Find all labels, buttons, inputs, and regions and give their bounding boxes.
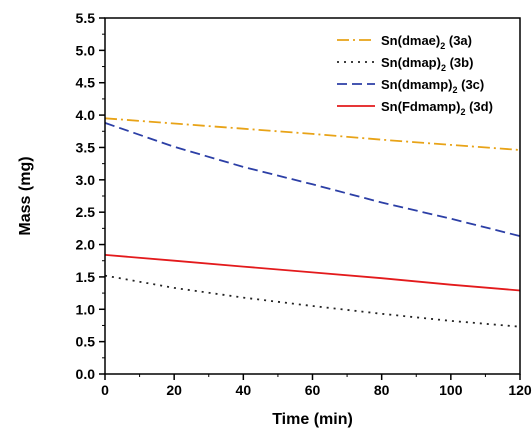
y-tick-label: 3.0 <box>76 172 96 188</box>
y-tick-label: 0.0 <box>76 366 96 382</box>
legend-label-1: Sn(dmae)2 (3a) <box>381 33 472 51</box>
legend-label-main: Sn(Fdmamp) <box>381 99 460 114</box>
y-tick-label: 3.5 <box>76 139 96 155</box>
legend-label-tail: (3c) <box>458 77 485 92</box>
series-line-1 <box>104 117 521 151</box>
y-tick-label: 5.0 <box>76 42 96 58</box>
x-tick-label: 0 <box>101 382 109 398</box>
legend-label-2: Sn(dmap)2 (3b) <box>381 55 473 73</box>
plot-frame <box>104 17 521 375</box>
series-line-2 <box>104 274 521 328</box>
y-tick-label: 2.5 <box>76 204 96 220</box>
y-tick-label: 1.5 <box>76 269 96 285</box>
y-tick-label: 0.5 <box>76 334 96 350</box>
x-tick-label: 20 <box>166 382 182 398</box>
legend-label-3: Sn(dmamp)2 (3c) <box>381 77 484 95</box>
series-line-4 <box>104 254 521 292</box>
legend-label-tail: (3a) <box>445 33 472 48</box>
legend-label-main: Sn(dmap) <box>381 55 441 70</box>
x-tick-label: 40 <box>236 382 252 398</box>
y-tick-label: 5.5 <box>76 10 96 26</box>
legend-label-tail: (3b) <box>446 55 473 70</box>
legend-label-main: Sn(dmae) <box>381 33 440 48</box>
x-axis: 0 20 40 60 80 100 120 <box>101 374 532 398</box>
legend-label-subscript: 2 <box>441 63 446 73</box>
y-axis: 0.0 0.5 1.0 1.5 2.0 2.5 3.0 3.5 4.0 4.5 5.0 5.5 <box>76 10 105 382</box>
legend-label-tail: (3d) <box>465 99 492 114</box>
y-tick-label: 2.0 <box>76 237 96 253</box>
legend-label-main: Sn(dmamp) <box>381 77 453 92</box>
x-tick-label: 100 <box>439 382 463 398</box>
legend-label-subscript: 2 <box>453 85 458 95</box>
y-tick-label: 4.0 <box>76 107 96 123</box>
legend: Sn(dmae)2 (3a)Sn(dmap)2 (3b)Sn(dmamp)2 (… <box>337 33 493 117</box>
x-axis-title: Time (min) <box>272 411 353 428</box>
y-tick-label: 4.5 <box>76 75 96 91</box>
legend-label-subscript: 2 <box>440 41 445 51</box>
y-tick-label: 1.0 <box>76 301 96 317</box>
series-line-3 <box>104 122 521 237</box>
x-tick-label: 60 <box>305 382 321 398</box>
x-tick-label: 120 <box>508 382 532 398</box>
series-layer <box>104 117 521 328</box>
legend-label-subscript: 2 <box>460 107 465 117</box>
x-tick-label: 80 <box>374 382 390 398</box>
y-axis-title: Mass (mg) <box>17 156 34 235</box>
legend-label-4: Sn(Fdmamp)2 (3d) <box>381 99 493 117</box>
